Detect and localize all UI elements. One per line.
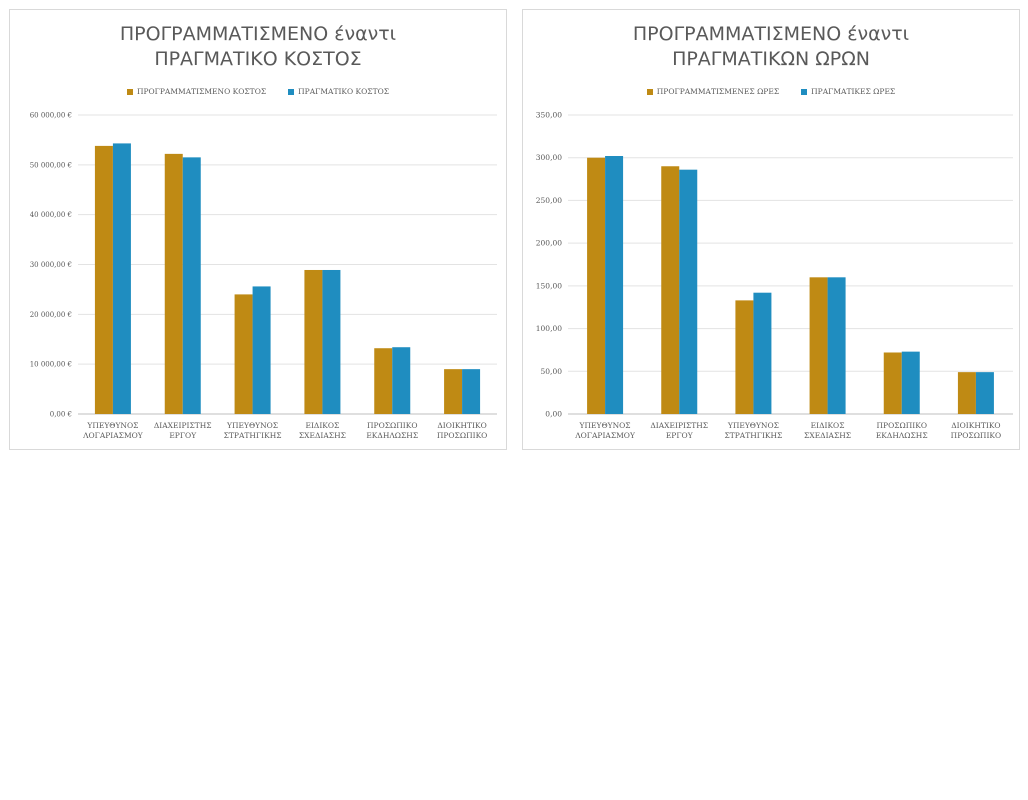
x-tick-label: ΔΙΟΙΚΗΤΙΚΟ (437, 421, 486, 430)
x-tick-label: ΠΡΟΣΩΠΙΚΟ (951, 431, 1002, 440)
legend-label-actual-cost: ΠΡΑΓΜΑΤΙΚΟ ΚΟΣΤΟΣ (298, 87, 390, 96)
legend-swatch-actual (288, 88, 295, 95)
legend-item-planned-cost: ΠΡΟΓΡΑΜΜΑΤΙΣΜΕΝΟ ΚΟΣΤΟΣ (126, 87, 267, 96)
x-tick-label: ΥΠΕΥΘΥΝΟΣ (226, 421, 278, 430)
bar-actual (901, 351, 920, 414)
bar-actual (182, 157, 201, 414)
x-tick-label: ΠΡΟΣΩΠΙΚΟ (367, 421, 418, 430)
x-tick-label: ΔΙΑΧΕΙΡΙΣΤΗΣ (650, 421, 708, 430)
legend-swatch-planned (646, 88, 653, 95)
bar-planned (304, 269, 323, 414)
chart-title-line-2: ΠΡΑΓΜΑΤΙΚΩΝ ΩΡΩΝ (672, 48, 870, 70)
legend-swatch-planned (126, 88, 133, 95)
x-tick-label: ΥΠΕΥΘΥΝΟΣ (727, 421, 779, 430)
y-tick-label: 300,00 (536, 153, 562, 162)
y-tick-label: 100,00 (536, 324, 562, 333)
bar-planned (735, 300, 754, 414)
chart-title-line-1: ΠΡΟΓΡΑΜΜΑΤΙΣΜΕΝΟ έναντι (119, 23, 397, 45)
x-tick-label: ΣΧΕΔΙΑΣΗΣ (804, 431, 851, 440)
x-tick-label: ΠΡΟΣΩΠΙΚΟ (876, 421, 927, 430)
x-tick-label: ΕΚΔΗΛΩΣΗΣ (876, 431, 928, 440)
bar-actual (975, 372, 994, 414)
x-tick-label: ΔΙΟΙΚΗΤΙΚΟ (951, 421, 1000, 430)
bar-actual (252, 286, 271, 414)
bar-actual (753, 292, 772, 414)
x-tick-label: ΕΙΔΙΚΟΣ (305, 421, 339, 430)
x-tick-label: ΕΡΓΟΥ (169, 431, 197, 440)
bar-actual (827, 277, 846, 414)
bar-planned (883, 352, 902, 414)
y-tick-label: 40 000,00 € (30, 211, 72, 219)
legend-label-planned-cost: ΠΡΟΓΡΑΜΜΑΤΙΣΜΕΝΟ ΚΟΣΤΟΣ (136, 87, 267, 96)
y-tick-label: 0,00 € (50, 411, 72, 419)
hours-chart-panel: ΠΡΟΓΡΑΜΜΑΤΙΣΜΕΝΟ έναντι ΠΡΑΓΜΑΤΙΚΩΝ ΩΡΩΝ… (522, 9, 1020, 450)
legend-item-actual-cost: ΠΡΑΓΜΑΤΙΚΟ ΚΟΣΤΟΣ (288, 87, 389, 96)
y-tick-label: 50 000,00 € (30, 161, 72, 169)
y-tick-label: 0,00 (545, 410, 562, 419)
chart-legend: ΠΡΟΓΡΑΜΜΑΤΙΣΜΕΝΕΣ ΩΡΕΣ ΠΡΑΓΜΑΤΙΚΕΣ ΩΡΕΣ (523, 87, 1019, 96)
y-tick-label: 50,00 (541, 367, 563, 376)
chart-title-line-2: ΠΡΑΓΜΑΤΙΚΟ ΚΟΣΤΟΣ (154, 48, 362, 70)
bar-planned (957, 372, 976, 414)
x-tick-label: ΠΡΟΣΩΠΙΚΟ (437, 431, 488, 440)
legend-item-planned-hours: ΠΡΟΓΡΑΜΜΑΤΙΣΜΕΝΕΣ ΩΡΕΣ (646, 87, 780, 96)
bar-planned (809, 277, 828, 414)
legend-swatch-actual (801, 88, 808, 95)
cost-chart-panel: ΠΡΟΓΡΑΜΜΑΤΙΣΜΕΝΟ έναντι ΠΡΑΓΜΑΤΙΚΟ ΚΟΣΤΟ… (9, 9, 507, 450)
x-tick-label: ΥΠΕΥΘΥΝΟΣ (579, 421, 631, 430)
y-tick-label: 150,00 (536, 281, 562, 290)
legend-item-actual-hours: ΠΡΑΓΜΑΤΙΚΕΣ ΩΡΕΣ (801, 87, 895, 96)
y-tick-label: 30 000,00 € (30, 261, 72, 269)
x-tick-label: ΣΤΡΑΤΗΓΙΚΗΣ (224, 431, 282, 440)
y-tick-label: 10 000,00 € (30, 361, 72, 369)
y-tick-label: 200,00 (536, 239, 562, 248)
bar-actual (392, 347, 411, 414)
bar-planned (164, 153, 183, 414)
bar-actual (322, 269, 341, 414)
x-tick-label: ΔΙΑΧΕΙΡΙΣΤΗΣ (154, 421, 212, 430)
chart-title: ΠΡΟΓΡΑΜΜΑΤΙΣΜΕΝΟ έναντι ΠΡΑΓΜΑΤΙΚΟ ΚΟΣΤΟ… (10, 22, 506, 72)
cost-bar-chart: 0,00 € 10 000,00 € 20 000,00 € 30 000,00 € 4… (30, 112, 497, 440)
y-tick-label: 60 000,00 € (30, 112, 72, 120)
bar-planned (661, 166, 680, 414)
bar-actual (605, 156, 624, 414)
bar-actual (679, 169, 698, 414)
chart-title-line-1: ΠΡΟΓΡΑΜΜΑΤΙΣΜΕΝΟ έναντι (632, 23, 910, 45)
chart-title: ΠΡΟΓΡΑΜΜΑΤΙΣΜΕΝΟ έναντι ΠΡΑΓΜΑΤΙΚΩΝ ΩΡΩΝ (523, 22, 1019, 72)
hours-bar-chart: 0,00 50,00 100,00 150,00 200,00 250,00 300,00 3… (536, 111, 1013, 440)
bar-planned (234, 294, 253, 414)
y-tick-label: 350,00 (536, 111, 562, 120)
x-tick-label: ΣΧΕΔΙΑΣΗΣ (299, 431, 346, 440)
x-tick-label: ΥΠΕΥΘΥΝΟΣ (86, 421, 138, 430)
x-tick-label: ΕΡΓΟΥ (666, 431, 694, 440)
y-tick-label: 20 000,00 € (30, 311, 72, 319)
x-tick-label: ΕΚΔΗΛΩΣΗΣ (366, 431, 418, 440)
x-tick-label: ΣΤΡΑΤΗΓΙΚΗΣ (724, 431, 782, 440)
x-tick-label: ΛΟΓΑΡΙΑΣΜΟΥ (82, 431, 144, 440)
bar-actual (462, 369, 481, 414)
bar-actual (112, 143, 131, 414)
bar-planned (94, 145, 113, 414)
x-tick-label: ΛΟΓΑΡΙΑΣΜΟΥ (574, 431, 636, 440)
x-tick-label: ΕΙΔΙΚΟΣ (811, 421, 845, 430)
chart-legend: ΠΡΟΓΡΑΜΜΑΤΙΣΜΕΝΟ ΚΟΣΤΟΣ ΠΡΑΓΜΑΤΙΚΟ ΚΟΣΤΟ… (10, 87, 506, 96)
bar-planned (374, 348, 393, 414)
y-tick-label: 250,00 (536, 196, 562, 205)
bar-planned (444, 369, 463, 414)
legend-label-actual-hours: ΠΡΑΓΜΑΤΙΚΕΣ ΩΡΕΣ (811, 87, 896, 96)
bar-planned (587, 157, 606, 414)
legend-label-planned-hours: ΠΡΟΓΡΑΜΜΑΤΙΣΜΕΝΕΣ ΩΡΕΣ (656, 87, 780, 96)
